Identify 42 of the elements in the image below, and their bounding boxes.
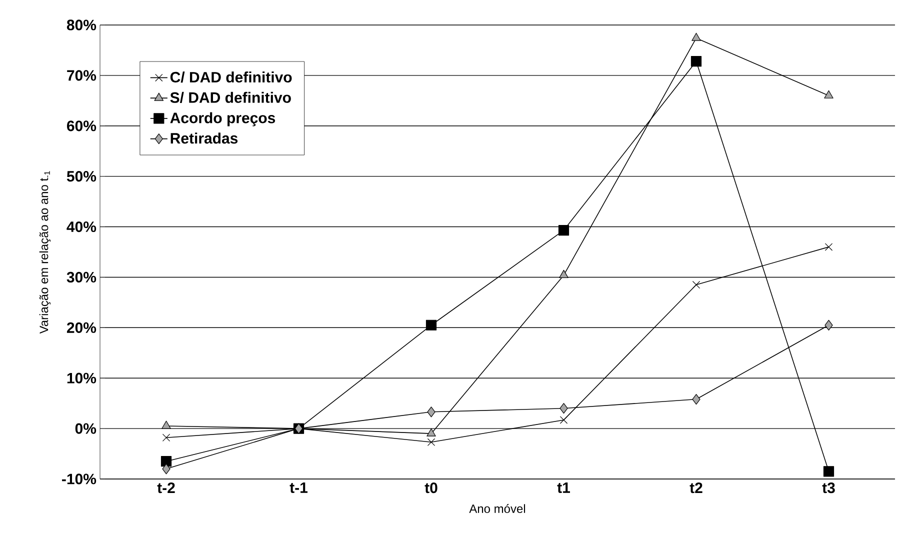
point [823,466,834,477]
y-tick-label: 70% [67,70,96,81]
point [162,420,171,429]
point [692,32,701,41]
point [426,428,436,436]
point [160,456,172,467]
y-tick-label: 80% [66,20,96,30]
point [692,280,700,289]
y-tick-label: 10% [67,372,96,384]
y-tick-label: 20% [66,322,96,333]
y-tick-label: 60% [67,120,96,132]
x-tick-label: t-1 [290,482,308,493]
point [824,243,833,251]
point [162,434,170,442]
point [559,270,568,278]
point [426,320,437,330]
x-tick-label: t3 [822,482,835,494]
y-axis-title: Variação em relação ao ano t$_{-1}$ [39,171,51,334]
x-tick-label: t-2 [157,482,175,494]
y-tick-label: 0% [75,423,96,434]
point [560,403,568,414]
legend-label: Retiradas [170,132,238,144]
point [427,438,436,446]
y-tick-label: 40% [66,221,96,232]
x-tick-label: t1 [557,482,570,493]
x-tick-label: t0 [424,482,438,494]
x-tick-label: t2 [690,482,702,494]
point [558,225,570,236]
legend-label: S/ DAD definitivo [170,92,291,104]
point [824,90,834,98]
x-axis-title: Ano móvel [469,504,526,513]
y-tick-label: 30% [66,272,96,283]
point [162,464,170,474]
y-tick-label: -10% [62,474,96,484]
y-tick-label: 50% [66,171,96,182]
point [427,406,436,418]
point [690,56,702,67]
point [560,416,568,424]
point [824,320,833,330]
point [692,394,700,405]
legend-label: C/ DAD definitivo [170,72,292,83]
legend-label: Acordo preços [170,112,276,126]
